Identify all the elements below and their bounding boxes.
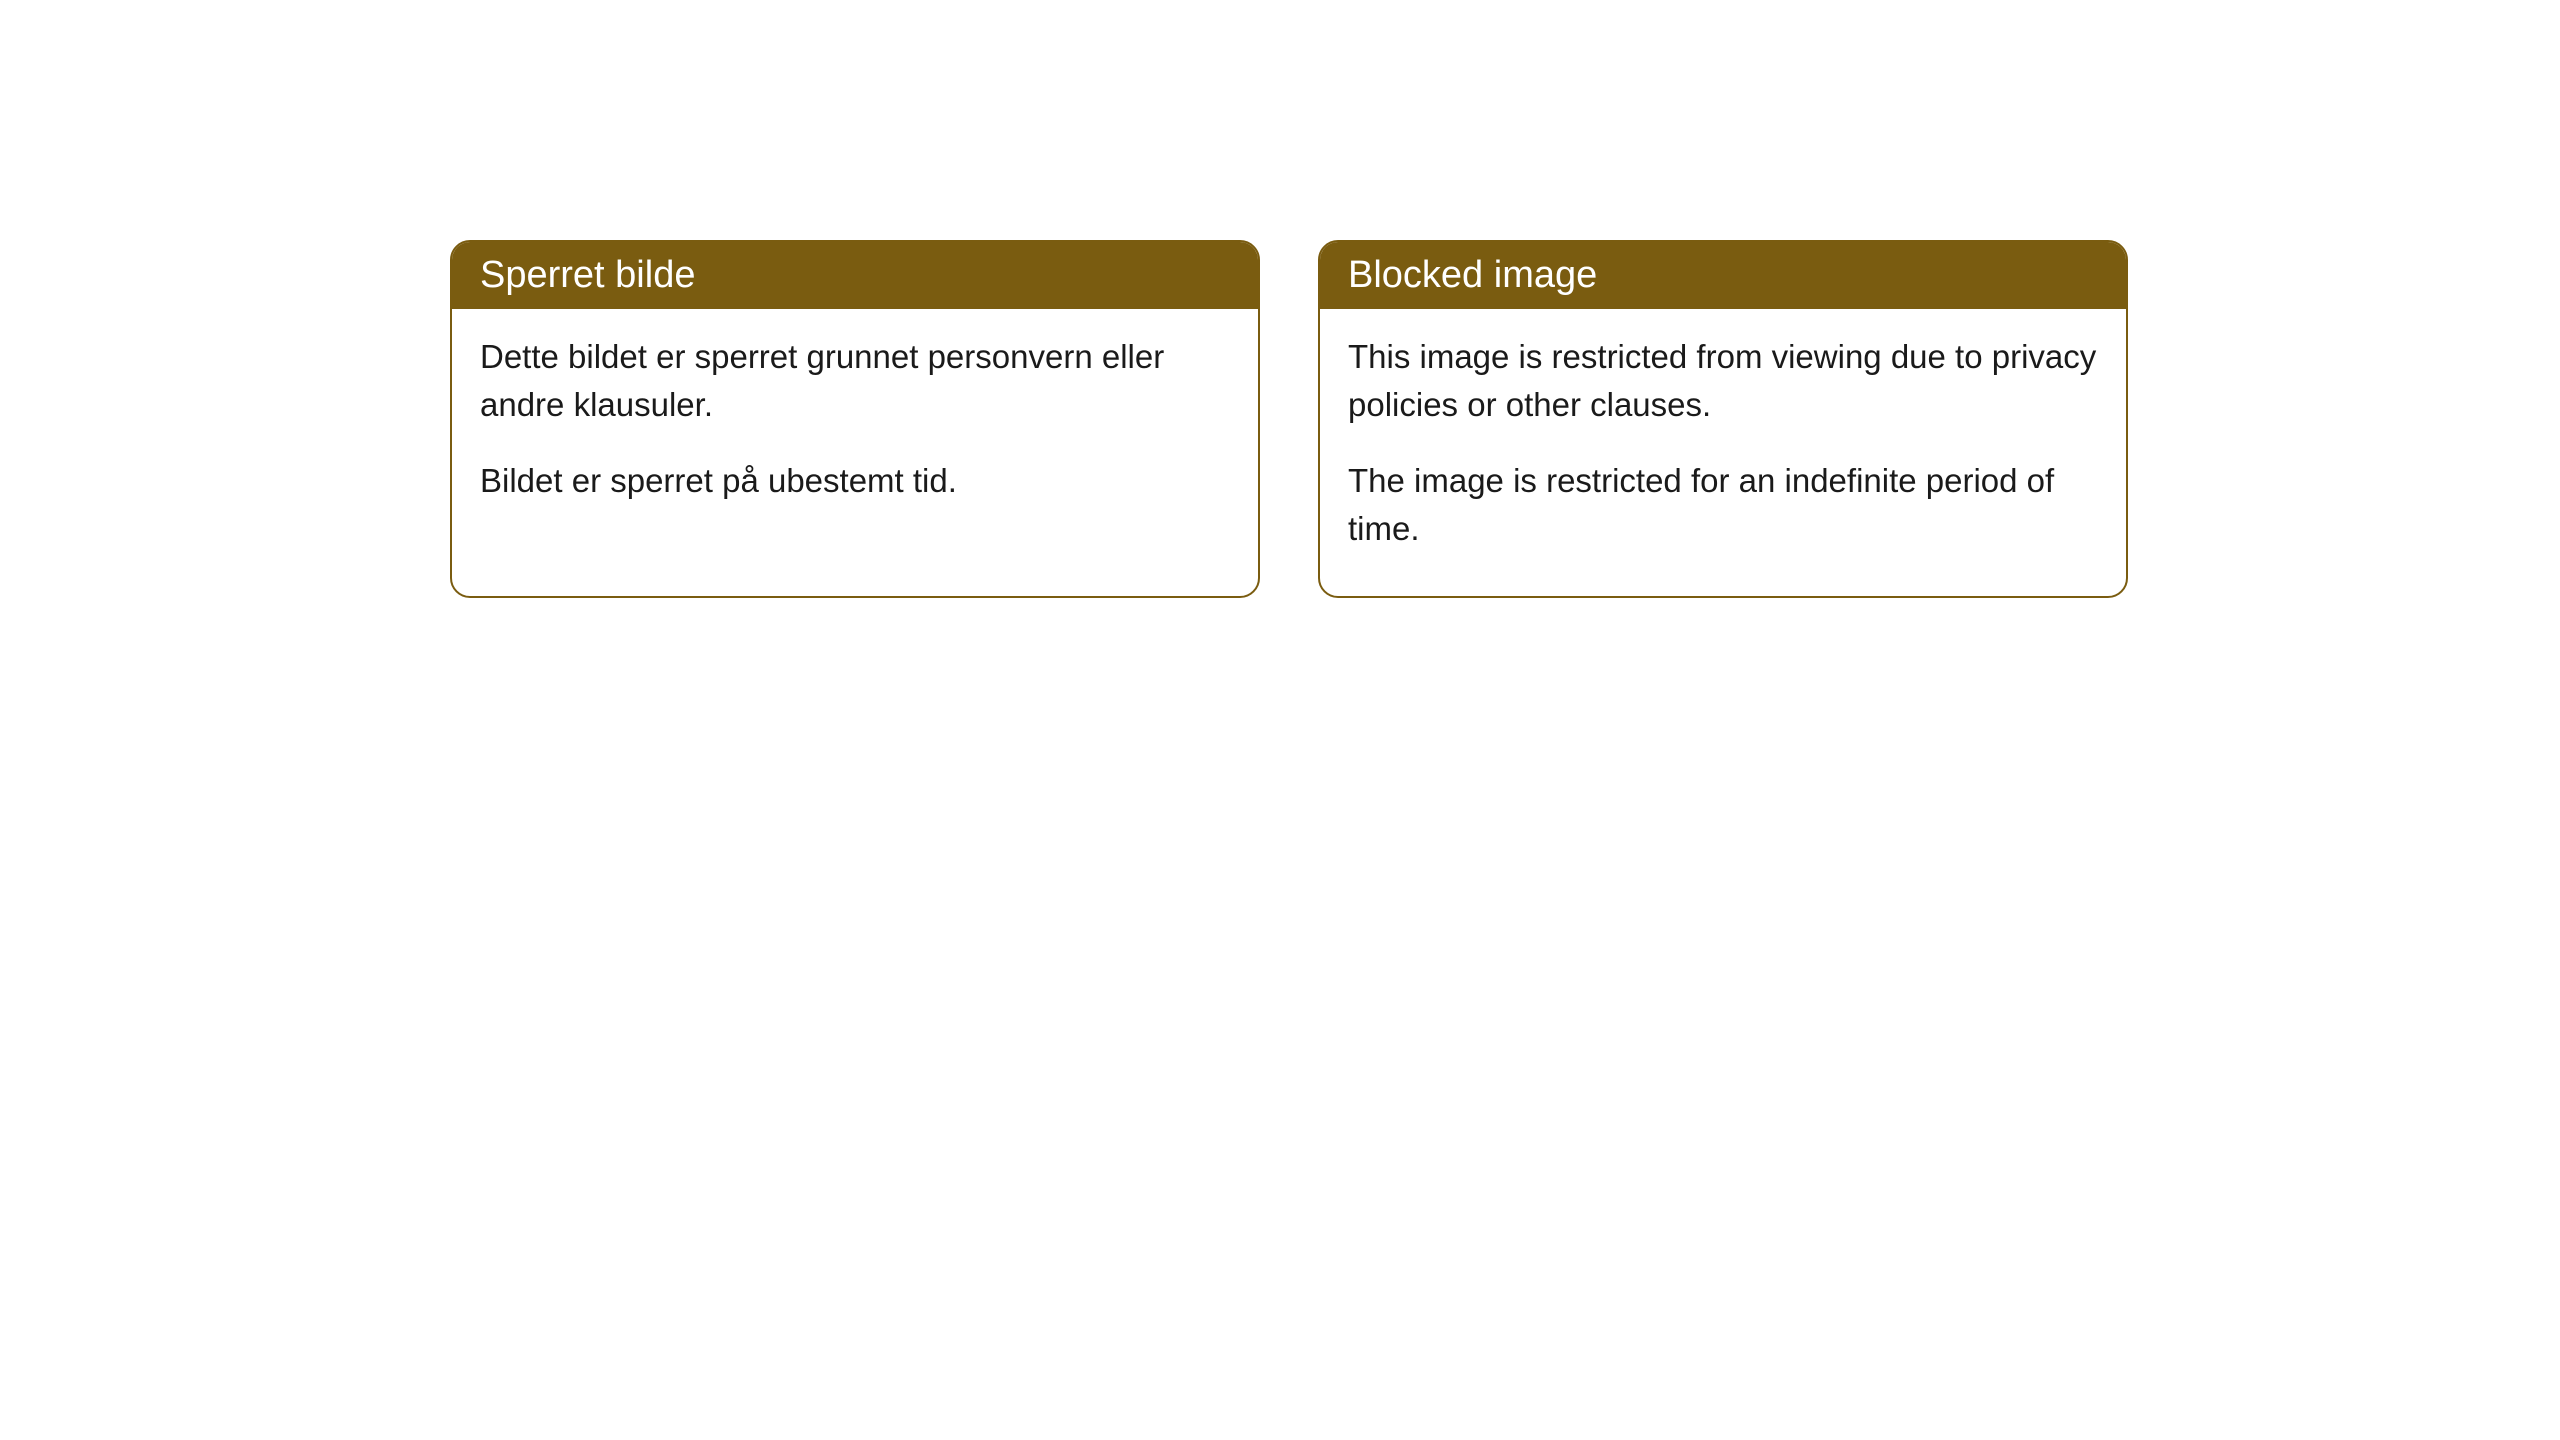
card-paragraph: This image is restricted from viewing du…: [1348, 333, 2098, 429]
notice-card-english: Blocked image This image is restricted f…: [1318, 240, 2128, 598]
card-body-english: This image is restricted from viewing du…: [1320, 309, 2126, 596]
card-title: Blocked image: [1348, 254, 1597, 296]
card-body-norwegian: Dette bildet er sperret grunnet personve…: [452, 309, 1258, 549]
card-paragraph: The image is restricted for an indefinit…: [1348, 457, 2098, 553]
card-header-english: Blocked image: [1320, 242, 2126, 309]
card-paragraph: Dette bildet er sperret grunnet personve…: [480, 333, 1230, 429]
card-header-norwegian: Sperret bilde: [452, 242, 1258, 309]
notice-card-norwegian: Sperret bilde Dette bildet er sperret gr…: [450, 240, 1260, 598]
card-paragraph: Bildet er sperret på ubestemt tid.: [480, 457, 1230, 505]
card-title: Sperret bilde: [480, 254, 695, 296]
notice-cards-container: Sperret bilde Dette bildet er sperret gr…: [450, 240, 2128, 598]
